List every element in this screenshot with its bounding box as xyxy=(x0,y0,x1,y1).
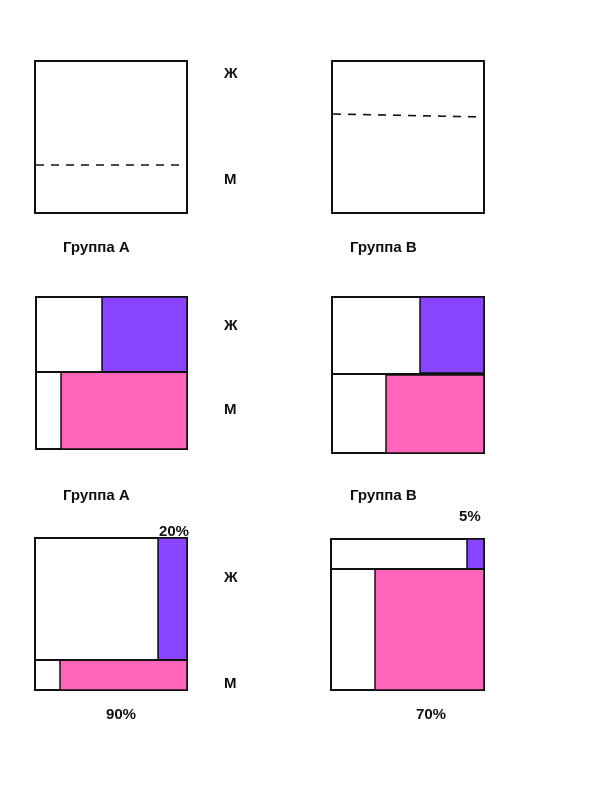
row3-b-men-bar xyxy=(374,568,485,691)
row2-group-b-square xyxy=(331,296,485,454)
row3-group-b-square xyxy=(330,538,485,691)
row3-b-women-pct: 5% xyxy=(459,508,481,525)
row3-a-women-pct: 20% xyxy=(159,523,190,540)
row2-b-men-bar xyxy=(385,374,485,454)
row1-b-outline xyxy=(331,60,485,214)
row3-a-men-bar xyxy=(59,659,188,691)
row2-men-label: М xyxy=(224,401,237,418)
row2-group-b-caption: Группа В xyxy=(350,487,417,504)
row2-a-men-bar xyxy=(60,371,188,450)
row2-a-women-bar xyxy=(101,296,188,373)
row1-b-dashed-divider xyxy=(332,113,484,118)
row3-b-women-bar xyxy=(466,538,485,570)
row3-b-men-pct: 70% xyxy=(416,706,447,723)
row3-men-label: М xyxy=(224,675,237,692)
row1-women-label: Ж xyxy=(224,65,238,82)
row1-group-b-caption: Группа В xyxy=(350,239,417,256)
row1-group-b-square xyxy=(331,60,485,214)
row3-a-men-pct: 90% xyxy=(106,706,137,723)
row1-group-a-square xyxy=(34,60,188,214)
row3-a-women-bar xyxy=(157,537,188,661)
row3-group-a-square xyxy=(34,537,188,691)
row1-group-a-caption: Группа А xyxy=(63,239,130,256)
row1-men-label: М xyxy=(224,171,237,188)
row2-women-label: Ж xyxy=(224,317,238,334)
row3-women-label: Ж xyxy=(224,569,238,586)
row2-group-a-caption: Группа А xyxy=(63,487,130,504)
row2-b-women-bar xyxy=(419,296,485,374)
row1-a-outline xyxy=(34,60,188,214)
row2-group-a-square xyxy=(35,296,188,450)
